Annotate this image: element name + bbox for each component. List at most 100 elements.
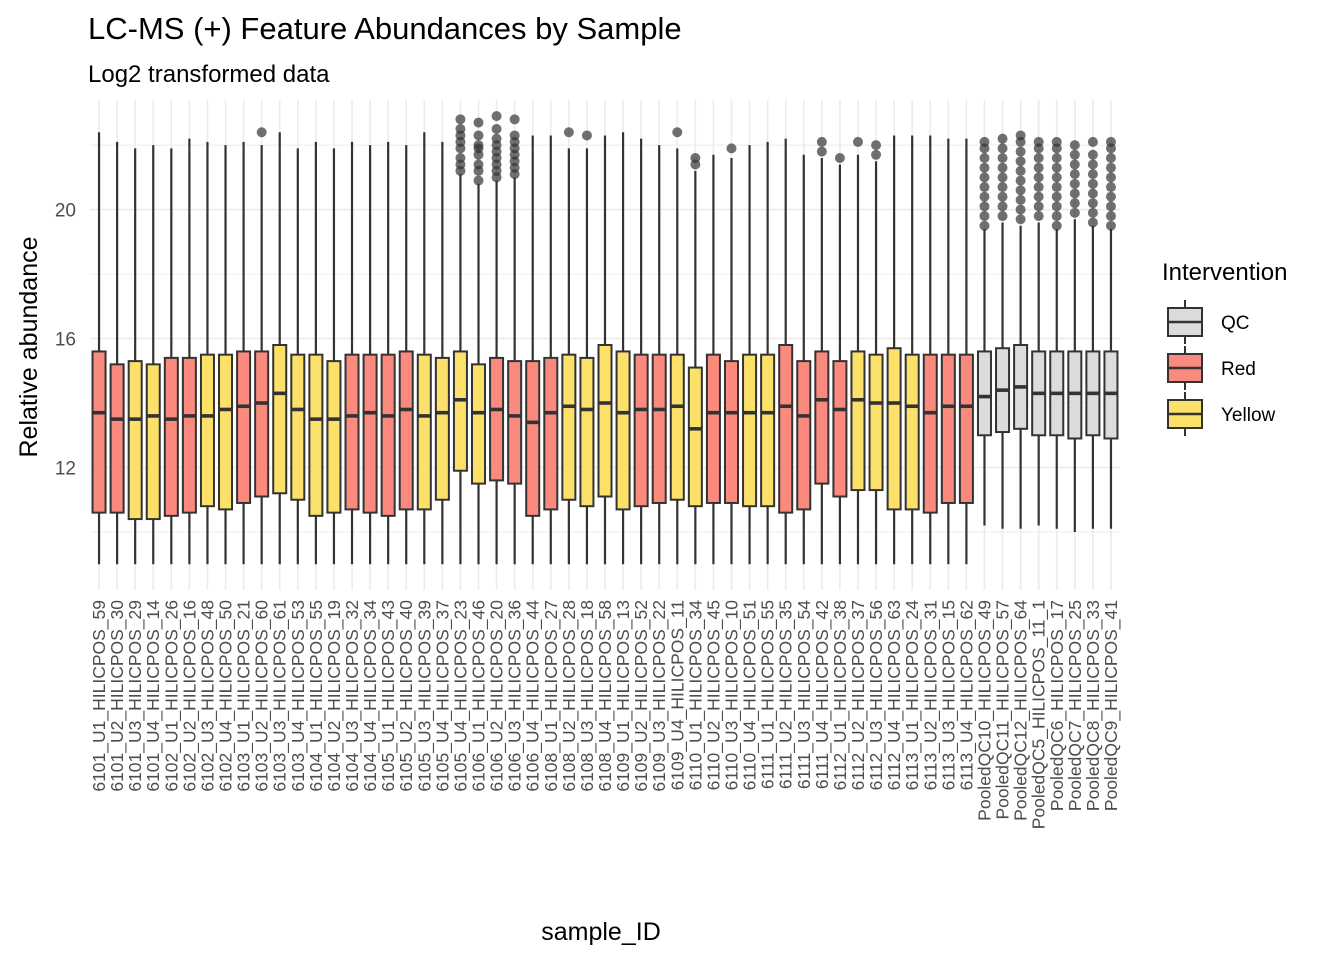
- x-tick-label: 6112_U1_HILICPOS_38: [830, 600, 851, 790]
- box-iqr: [91, 350, 107, 514]
- outlier-point: [1069, 169, 1080, 180]
- outlier-point: [1051, 191, 1062, 202]
- box-iqr: [471, 363, 487, 485]
- outlier-point: [581, 130, 592, 141]
- box-iqr: [109, 363, 125, 514]
- box-PooledQC5_HILICPOS_11_1: [1031, 136, 1047, 526]
- box-iqr: [687, 366, 703, 508]
- box-iqr: [742, 353, 758, 508]
- x-tick-label: 6106_U2_HILICPOS_20: [487, 600, 508, 792]
- outlier-point: [672, 127, 683, 138]
- chart-title: LC-MS (+) Feature Abundances by Sample: [88, 11, 682, 46]
- x-tick-label: PooledQC5_HILICPOS_11_1: [1029, 600, 1050, 829]
- outlier-point: [455, 114, 466, 125]
- outlier-point: [509, 130, 520, 141]
- outlier-point: [1015, 175, 1026, 186]
- box-6105_U1_HILICPOS_43: [380, 141, 396, 565]
- outlier-point: [1015, 204, 1026, 215]
- box-6113_U1_HILICPOS_24: [904, 135, 920, 565]
- outlier-point: [997, 182, 1008, 193]
- legend-label: QC: [1221, 313, 1250, 334]
- x-tick-label: PooledQC11_HILICPOS_57: [993, 600, 1014, 820]
- box-6103_U1_HILICPOS_21: [236, 141, 252, 565]
- x-tick-label: 6108_U4_HILICPOS_58: [595, 600, 616, 792]
- box-iqr: [669, 353, 685, 501]
- x-tick-label: 6103_U4_HILICPOS_53: [288, 600, 309, 792]
- box-6101_U2_HILICPOS_30: [109, 141, 125, 565]
- box-PooledQC7_HILICPOS_25: [1067, 140, 1083, 532]
- outlier-point: [491, 133, 502, 144]
- x-tick-label: 6106_U1_HILICPOS_46: [469, 600, 490, 792]
- box-6103_U2_HILICPOS_60: [254, 127, 270, 565]
- box-6105_U2_HILICPOS_40: [398, 145, 414, 565]
- outlier-point: [871, 140, 882, 151]
- box-iqr: [362, 353, 378, 514]
- box-iqr: [940, 353, 956, 504]
- box-iqr: [760, 353, 776, 508]
- x-tick-label: 6105_U4_HILICPOS_37: [432, 600, 453, 792]
- outlier-point: [997, 191, 1008, 202]
- box-6108_U1_HILICPOS_27: [543, 135, 559, 565]
- box-6106_U1_HILICPOS_46: [471, 117, 487, 565]
- x-tick-label: 6112_U2_HILICPOS_37: [848, 600, 869, 790]
- box-6103_U4_HILICPOS_53: [290, 148, 306, 565]
- outlier-point: [979, 182, 990, 193]
- y-tick-label: 16: [55, 330, 76, 351]
- x-tick-label: 6103_U2_HILICPOS_60: [252, 600, 273, 792]
- box-6112_U4_HILICPOS_63: [886, 135, 902, 565]
- outlier-point: [473, 159, 484, 170]
- x-tick-label: 6113_U2_HILICPOS_31: [920, 600, 941, 790]
- x-tick-label: 6105_U3_HILICPOS_39: [414, 600, 435, 792]
- box-6111_U2_HILICPOS_35: [778, 138, 794, 565]
- box-iqr: [615, 350, 631, 511]
- outlier-point: [563, 127, 574, 138]
- x-tick-label: 6111_U4_HILICPOS_42: [812, 600, 833, 789]
- box-6106_U4_HILICPOS_44: [525, 135, 541, 565]
- x-tick-label: PooledQC9_HILICPOS_41: [1101, 600, 1122, 811]
- outlier-point: [997, 133, 1008, 144]
- outlier-point: [979, 211, 990, 222]
- outlier-point: [871, 149, 882, 160]
- outlier-point: [1033, 153, 1044, 164]
- outlier-point: [1087, 178, 1098, 189]
- box-6106_U2_HILICPOS_20: [489, 111, 505, 565]
- box-6108_U3_HILICPOS_18: [579, 130, 595, 565]
- chart-subtitle: Log2 transformed data: [88, 61, 330, 88]
- outlier-point: [1087, 198, 1098, 209]
- legend-item-qc: QC: [1167, 300, 1250, 344]
- outlier-point: [1087, 217, 1098, 228]
- outlier-point: [1015, 214, 1026, 225]
- outlier-point: [816, 146, 827, 157]
- x-tick-label: 6111_U1_HILICPOS_55: [758, 600, 779, 789]
- outlier-point: [979, 153, 990, 164]
- y-axis-ticks: 12 16 20: [55, 201, 76, 480]
- box-iqr: [434, 356, 450, 501]
- outlier-point: [1087, 207, 1098, 218]
- box-iqr: [651, 353, 667, 504]
- outlier-point: [979, 172, 990, 183]
- box-6113_U2_HILICPOS_31: [922, 135, 938, 565]
- box-iqr: [922, 353, 938, 514]
- outlier-point: [1051, 211, 1062, 222]
- x-tick-label: 6104_U2_HILICPOS_19: [324, 600, 345, 792]
- box-6109_U2_HILICPOS_52: [633, 138, 649, 565]
- outlier-point: [997, 211, 1008, 222]
- x-tick-label: 6110_U3_HILICPOS_10: [721, 600, 742, 791]
- x-tick-label: 6110_U2_HILICPOS_45: [703, 600, 724, 790]
- legend: Intervention QC Red Yellow: [1162, 259, 1287, 436]
- box-6104_U2_HILICPOS_19: [326, 148, 342, 565]
- x-tick-label: 6101_U1_HILICPOS_59: [89, 600, 110, 792]
- x-axis-title: sample_ID: [541, 918, 661, 946]
- box-6110_U4_HILICPOS_51: [742, 145, 758, 565]
- box-PooledQC6_HILICPOS_17: [1049, 136, 1065, 529]
- box-iqr: [236, 350, 252, 504]
- box-iqr: [145, 363, 161, 521]
- outlier-point: [1069, 198, 1080, 209]
- box-6106_U3_HILICPOS_36: [507, 114, 523, 565]
- outlier-point: [1015, 146, 1026, 157]
- outlier-point: [473, 175, 484, 186]
- outlier-point: [1051, 153, 1062, 164]
- outlier-point: [1051, 162, 1062, 173]
- x-tick-label: 6101_U4_HILICPOS_14: [143, 600, 164, 792]
- outlier-point: [816, 136, 827, 147]
